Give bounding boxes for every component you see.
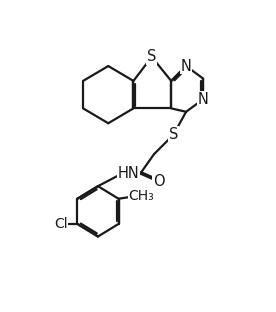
Text: N: N	[198, 92, 209, 107]
Text: HN: HN	[118, 166, 140, 181]
Text: Cl: Cl	[54, 217, 68, 231]
Text: CH₃: CH₃	[129, 189, 154, 203]
Text: S: S	[169, 127, 178, 142]
Text: N: N	[181, 59, 192, 74]
Text: O: O	[153, 174, 164, 189]
Text: S: S	[147, 49, 156, 64]
